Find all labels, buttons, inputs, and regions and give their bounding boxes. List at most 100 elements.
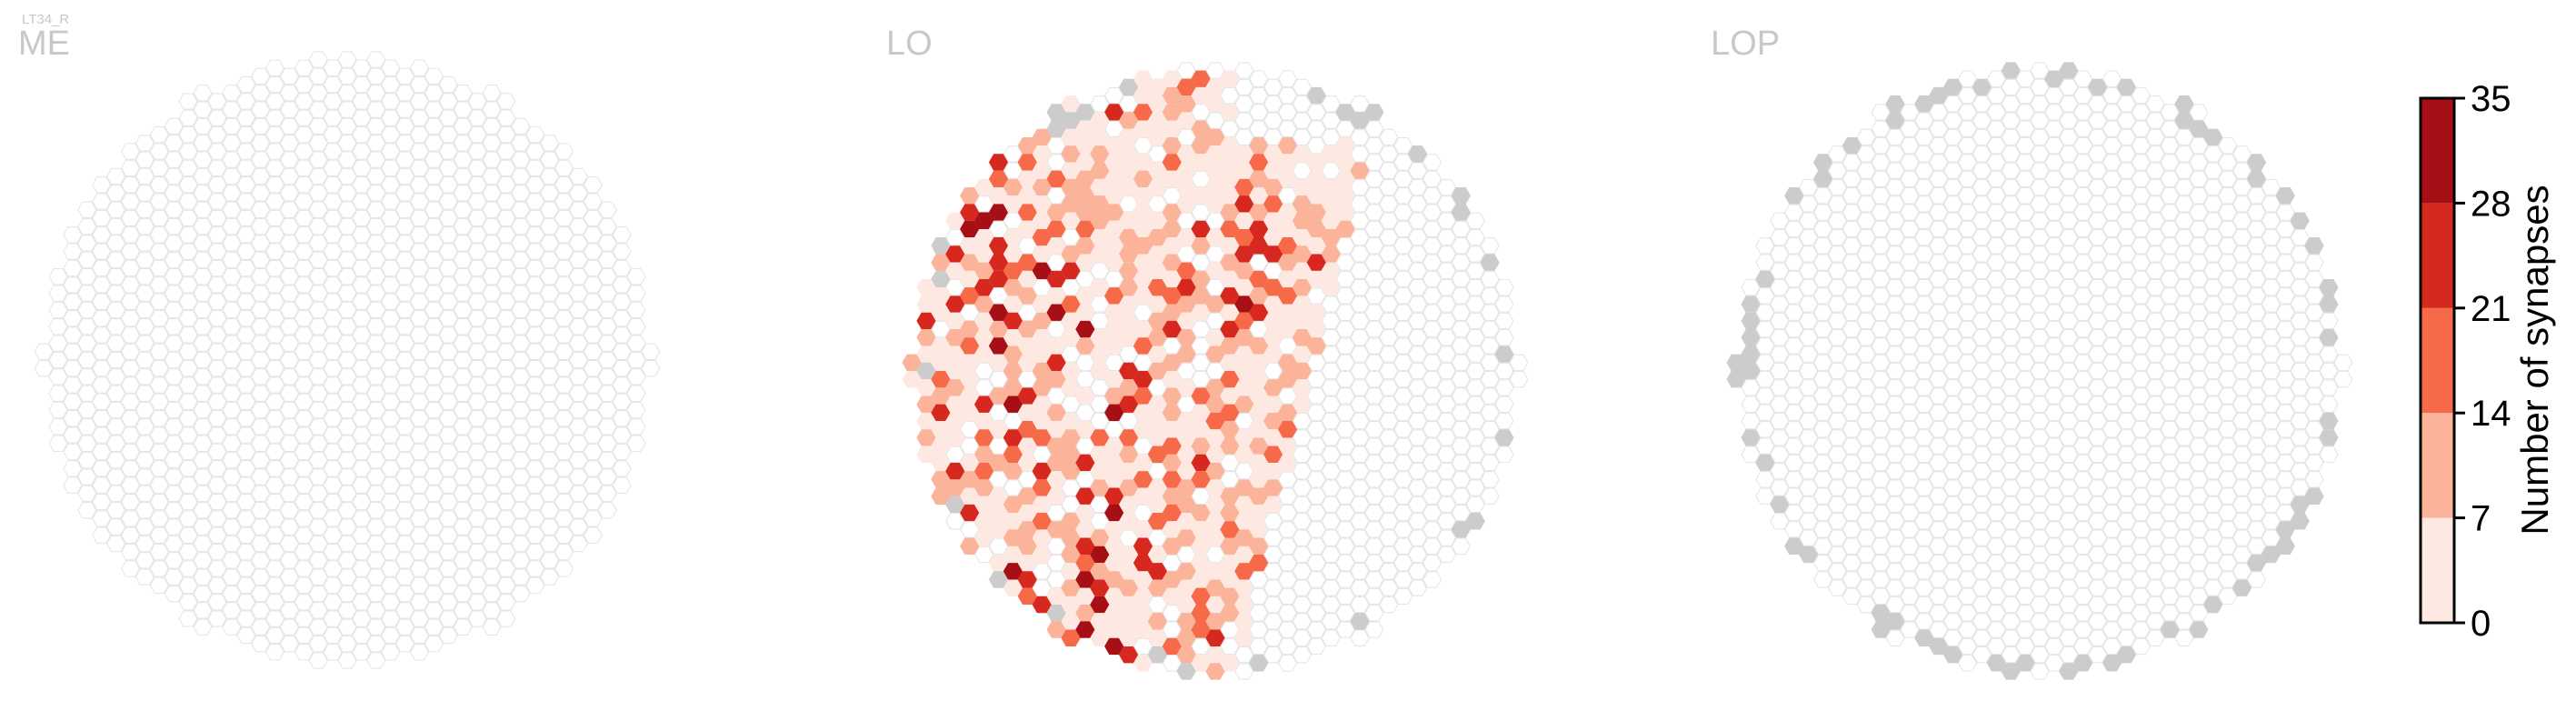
hex-cell xyxy=(337,618,357,636)
hex-cell xyxy=(236,159,256,177)
hex-cell xyxy=(1017,370,1037,388)
hex-cell-bin-0 xyxy=(1104,370,1124,388)
colorbar-bin-4 xyxy=(2421,98,2454,204)
hex-cell xyxy=(1191,370,1211,388)
hex-cell xyxy=(482,251,502,269)
hex-cell xyxy=(2102,621,2122,638)
hex-cell-gray xyxy=(2275,537,2295,555)
hex-cell xyxy=(1292,629,1313,646)
hex-cell xyxy=(381,259,401,277)
hex-cell-gray xyxy=(2319,278,2339,296)
hex-cell xyxy=(1451,471,1471,488)
hex-cell xyxy=(1104,86,1124,105)
hex-cell xyxy=(1885,295,1905,313)
hex-cell xyxy=(1249,86,1269,105)
hex-cell-bin-2 xyxy=(1176,262,1196,280)
hex-cell xyxy=(34,359,54,377)
hex-cell xyxy=(1784,487,1804,505)
hex-cell xyxy=(135,301,155,319)
hex-cell xyxy=(2246,354,2267,372)
hex-cell-bin-0 xyxy=(1277,437,1298,455)
hex-cell xyxy=(2145,429,2165,446)
hex-cell xyxy=(1784,204,1804,221)
hex-cell xyxy=(1249,104,1269,121)
hex-cell-bin-3 xyxy=(1220,320,1240,338)
hex-cell xyxy=(1812,187,1833,205)
hex-cell-bin-0 xyxy=(973,312,994,330)
hex-cell xyxy=(1321,112,1341,129)
hex-cell xyxy=(236,610,256,627)
hex-cell xyxy=(236,326,256,344)
hex-cell-gray xyxy=(1871,621,1891,638)
hex-cell xyxy=(1755,404,1775,422)
hex-cell-bin-1 xyxy=(1118,446,1139,464)
hex-cell xyxy=(568,468,589,486)
hex-cell xyxy=(1277,70,1298,87)
hex-cell xyxy=(2116,345,2137,363)
hex-cell xyxy=(294,543,314,561)
colorbar-tick-label: 28 xyxy=(2471,184,2511,224)
hex-cell-bin-0 xyxy=(960,387,980,405)
hex-cell xyxy=(2131,504,2151,522)
hex-cell xyxy=(1277,554,1298,572)
hex-cell xyxy=(1986,170,2006,188)
hex-cell xyxy=(1957,605,1978,622)
hex-cell-bin-1 xyxy=(1162,404,1182,422)
hex-cell xyxy=(149,143,169,160)
hex-cell xyxy=(2030,429,2050,446)
hex-cell xyxy=(366,235,386,252)
hex-cell-bin-1 xyxy=(1118,278,1139,296)
hex-cell-bin-1 xyxy=(1234,479,1254,496)
hex-cell-bin-0 xyxy=(1104,537,1124,555)
hex-cell xyxy=(394,485,415,503)
hex-cell xyxy=(105,167,126,185)
hex-cell xyxy=(1234,62,1254,79)
hex-cell xyxy=(467,209,487,227)
hex-cell xyxy=(2218,187,2238,205)
hex-cell xyxy=(2174,563,2194,580)
hex-cell xyxy=(1451,270,1471,288)
hex-cell-bin-3 xyxy=(1133,554,1153,572)
hex-cell-bin-1 xyxy=(1205,579,1225,596)
hex-cell xyxy=(394,67,415,85)
hex-cell xyxy=(1306,354,1326,372)
hex-cell xyxy=(105,401,126,419)
hex-cell xyxy=(2145,479,2165,496)
hex-cell xyxy=(366,301,386,319)
hex-cell xyxy=(1885,195,1905,213)
hex-cell-bin-1 xyxy=(1292,245,1313,263)
hex-cell xyxy=(597,301,617,319)
hex-cell xyxy=(1914,563,1934,580)
hex-cell xyxy=(1393,571,1413,588)
hex-cell-bin-0 xyxy=(973,245,994,263)
hex-cell xyxy=(1856,128,1876,146)
hex-cell-gray xyxy=(916,362,936,380)
hex-cell xyxy=(1321,546,1341,564)
hex-cell xyxy=(467,376,487,394)
hex-cell xyxy=(1856,178,1876,196)
hex-cell xyxy=(1191,254,1211,271)
hex-cell-bin-1 xyxy=(1162,537,1182,555)
hex-cell xyxy=(1986,154,2006,171)
colorbar-tick-label: 0 xyxy=(2471,604,2491,644)
hex-cell xyxy=(236,510,256,527)
hex-cell xyxy=(2261,245,2281,263)
hex-cell-bin-3 xyxy=(1061,262,1081,280)
hex-cell-bin-0 xyxy=(1003,546,1023,564)
hex-cell xyxy=(496,326,516,344)
hex-cell xyxy=(105,318,126,335)
hex-cell-bin-2 xyxy=(1003,262,1023,280)
hex-cell-bin-0 xyxy=(1133,487,1153,505)
hex-cell-gray xyxy=(2116,78,2137,96)
hex-cell xyxy=(1812,204,1833,221)
hex-cell xyxy=(48,318,68,335)
hex-cell xyxy=(250,418,271,436)
hex-cell xyxy=(496,476,516,494)
hex-cell xyxy=(294,159,314,177)
hex-cell xyxy=(409,426,430,444)
hex-cell xyxy=(323,159,343,177)
hex-cell xyxy=(222,568,242,586)
hex-cell-bin-0 xyxy=(1205,145,1225,163)
hex-cell xyxy=(1986,571,2006,588)
hex-cell xyxy=(1465,396,1485,413)
